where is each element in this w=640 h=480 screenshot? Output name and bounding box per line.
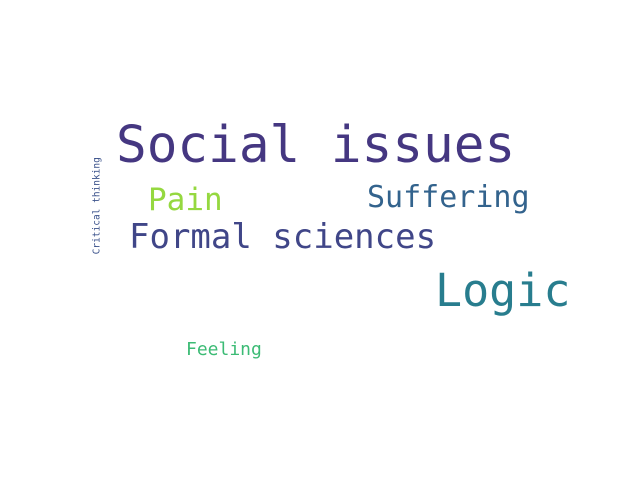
word-suffering: Suffering	[367, 183, 530, 213]
word-pain: Pain	[148, 185, 223, 216]
word-social-issues: Social issues	[116, 120, 515, 171]
word-feeling: Feeling	[186, 341, 262, 359]
word-logic: Logic	[435, 268, 570, 313]
word-critical-thinking: Critical thinking	[92, 151, 102, 261]
word-formal-sciences: Formal sciences	[129, 220, 436, 254]
